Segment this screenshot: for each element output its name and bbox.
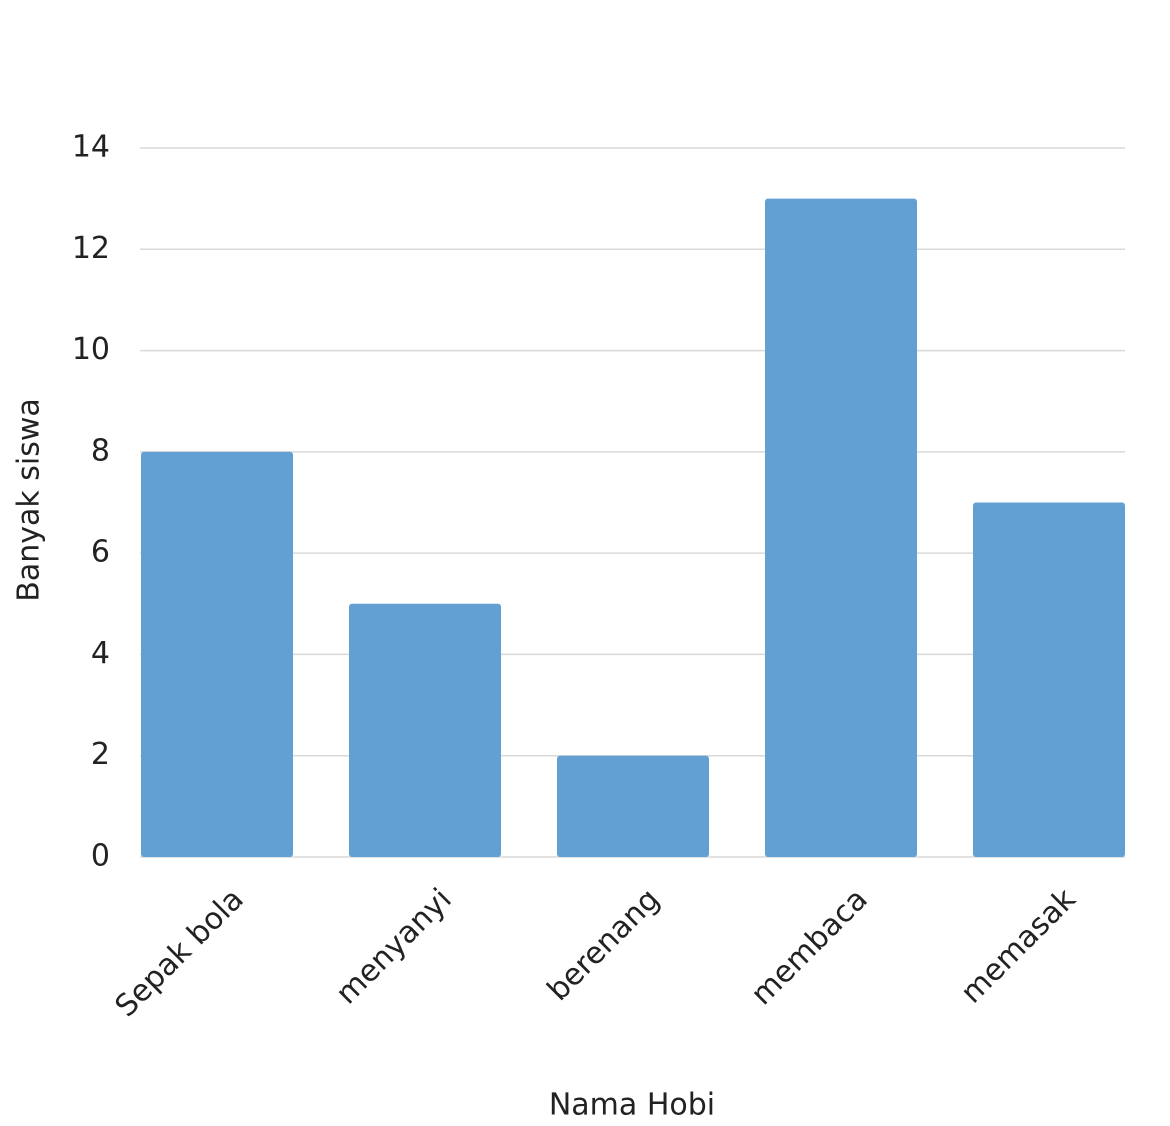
bar [557, 755, 709, 857]
x-tick-label: Sepak bola [109, 882, 251, 1024]
x-axis-title: Nama Hobi [549, 1088, 715, 1123]
bar [765, 198, 917, 858]
x-tick-label: menyanyi [329, 882, 458, 1011]
x-tick-label: membaca [744, 882, 874, 1012]
x-tick-label: memasak [954, 881, 1083, 1010]
y-axis-title: Banyak siswa [12, 398, 47, 602]
y-tick-label: 2 [91, 737, 110, 772]
y-tick-label: 0 [91, 839, 110, 874]
y-tick-label: 4 [91, 636, 110, 671]
y-tick-label: 8 [91, 433, 110, 468]
y-tick-label: 10 [72, 332, 110, 367]
y-tick-label: 14 [72, 130, 110, 165]
y-tick-label: 12 [72, 231, 110, 266]
bar [141, 451, 293, 857]
y-tick-label: 6 [91, 535, 110, 570]
bar [973, 502, 1125, 857]
bar [349, 603, 501, 857]
x-tick-label: berenang [541, 882, 667, 1008]
